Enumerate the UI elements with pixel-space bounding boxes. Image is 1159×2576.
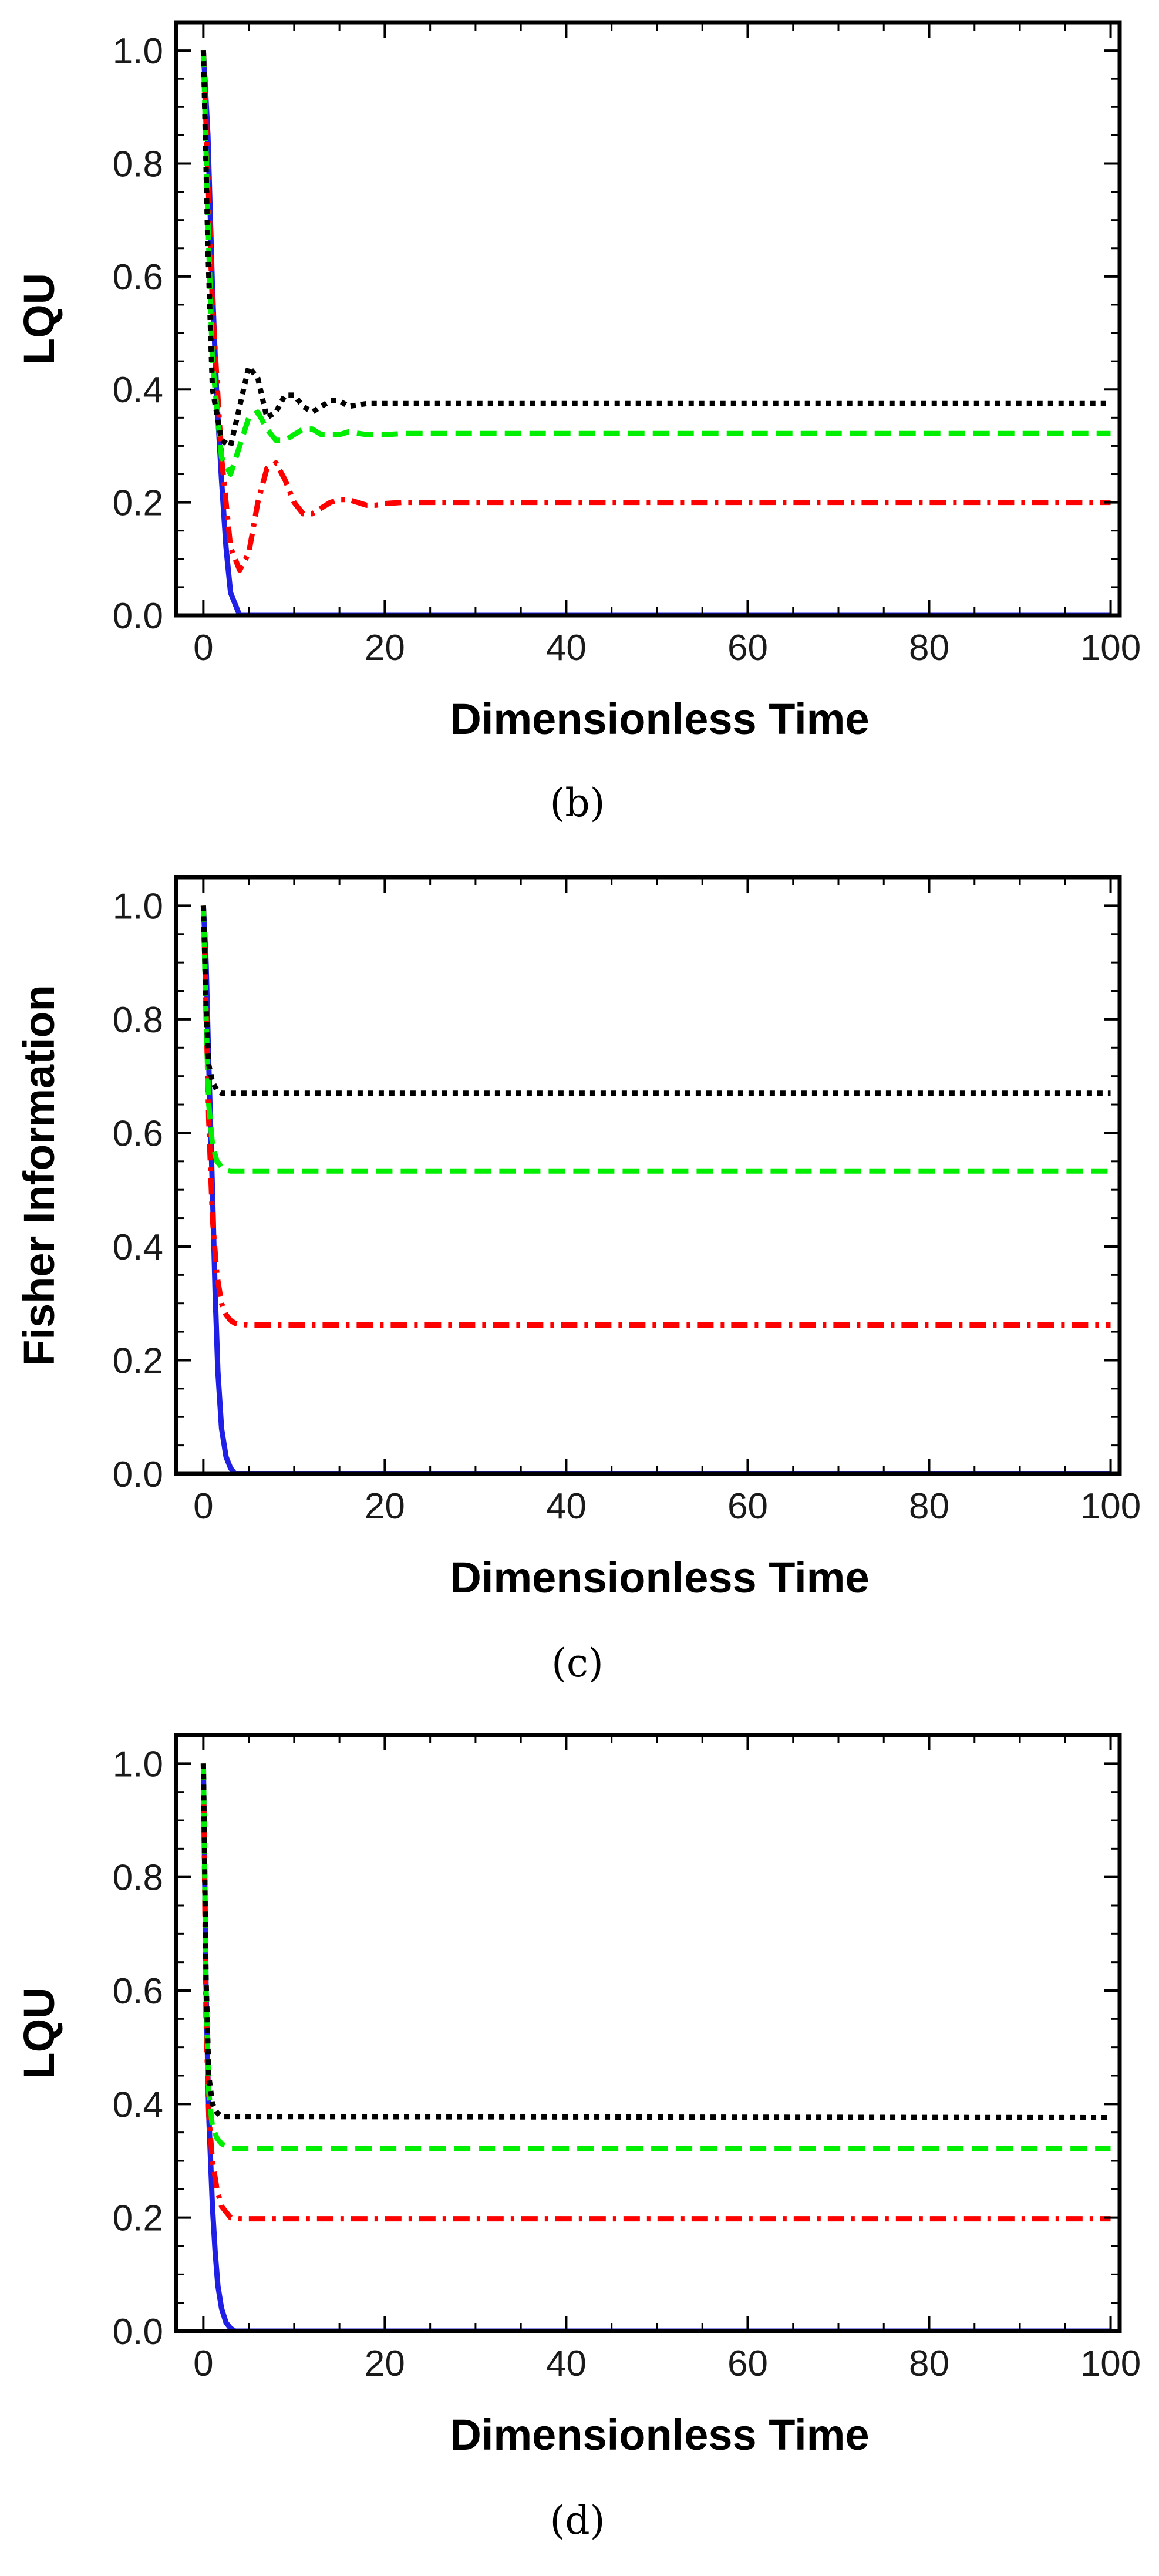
x-axis-title: Dimensionless Time — [450, 695, 869, 743]
chart-panel-1: 0 20 40 60 80 100 0.0 0.2 0.4 0.6 0.8 1.0 Dimensionl… — [15, 875, 1141, 1686]
y-tick-label: 0.6 — [113, 1971, 163, 2012]
x-tick-label: 20 — [365, 2343, 405, 2384]
plot-frame — [174, 875, 1122, 1476]
x-tick-label: 0 — [193, 2343, 213, 2384]
series-line-green — [200, 905, 1111, 1174]
x-tick-label: 40 — [546, 2343, 587, 2384]
series-line-black — [200, 50, 1111, 449]
x-tick-label: 20 — [365, 628, 405, 668]
series-line-blue — [200, 1763, 1111, 2331]
plot-frame — [174, 20, 1122, 618]
y-tick-label: 1.0 — [113, 1744, 163, 1784]
panel-caption: (c) — [551, 1641, 603, 1686]
y-tick-label: 0.4 — [113, 2085, 163, 2125]
series-line-green — [200, 50, 1111, 477]
x-tick-label: 40 — [546, 628, 587, 668]
plot-frame — [174, 1733, 1122, 2333]
x-tick-label: 80 — [909, 628, 949, 668]
y-tick-label: 0.4 — [113, 370, 163, 410]
y-tick-label: 0.4 — [113, 1227, 163, 1268]
x-tick-label: 40 — [546, 1486, 587, 1527]
x-axis-title: Dimensionless Time — [450, 2410, 869, 2459]
y-tick-label: 0.0 — [113, 1454, 163, 1495]
y-axis-title: LQU — [15, 1987, 63, 2079]
y-tick-label: 0.0 — [113, 2312, 163, 2352]
x-tick-label: 100 — [1080, 628, 1141, 668]
x-tick-label: 20 — [365, 1486, 405, 1527]
series-line-red — [200, 1763, 1111, 2222]
chart-panel-0: 0 20 40 60 80 100 0.0 0.2 0.4 0.6 0.8 1.0 Dimensionl… — [15, 20, 1141, 826]
x-tick-label: 60 — [727, 1486, 768, 1527]
panel-caption: (d) — [550, 2498, 605, 2543]
x-axis-title: Dimensionless Time — [450, 1553, 869, 1602]
y-axis-title: Fisher Information — [15, 985, 63, 1366]
chart-panel-2: 0 20 40 60 80 100 0.0 0.2 0.4 0.6 0.8 1.0 Dimensionl… — [15, 1733, 1141, 2543]
x-tick-label: 0 — [193, 1486, 213, 1527]
y-tick-label: 0.2 — [113, 1341, 163, 1381]
series-line-green — [200, 1763, 1111, 2151]
y-tick-label: 0.8 — [113, 1858, 163, 1898]
series-line-black — [200, 905, 1111, 1096]
series-line-black — [200, 1763, 1111, 2120]
y-tick-label: 0.8 — [113, 1000, 163, 1040]
x-tick-label: 0 — [193, 628, 213, 668]
x-tick-label: 80 — [909, 2343, 949, 2384]
series-line-red — [200, 50, 1111, 573]
y-tick-label: 0.8 — [113, 144, 163, 184]
y-tick-label: 0.2 — [113, 483, 163, 524]
x-tick-label: 80 — [909, 1486, 949, 1527]
y-tick-label: 0.6 — [113, 257, 163, 298]
x-tick-label: 100 — [1080, 2343, 1141, 2384]
x-tick-label: 100 — [1080, 1486, 1141, 1527]
y-axis-title: LQU — [15, 273, 63, 365]
panel-caption: (b) — [550, 780, 605, 826]
y-tick-label: 0.2 — [113, 2198, 163, 2239]
y-tick-label: 1.0 — [113, 886, 163, 927]
x-tick-label: 60 — [727, 2343, 768, 2384]
series-line-blue — [200, 905, 1111, 1474]
y-tick-label: 0.0 — [113, 596, 163, 637]
y-tick-label: 1.0 — [113, 31, 163, 72]
y-tick-label: 0.6 — [113, 1113, 163, 1154]
series-line-red — [200, 905, 1111, 1328]
series-line-blue — [200, 50, 1111, 615]
x-tick-label: 60 — [727, 628, 768, 668]
